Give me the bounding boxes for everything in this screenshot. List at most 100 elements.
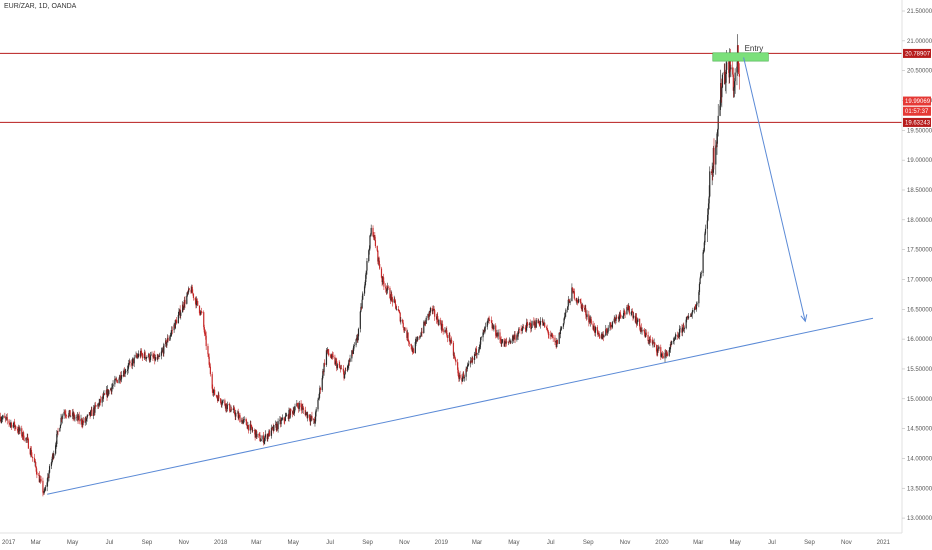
- candle-body: [404, 327, 406, 331]
- candle: [103, 389, 105, 396]
- candle-body: [154, 357, 156, 361]
- candle-body: [317, 399, 319, 410]
- candle-body: [432, 309, 434, 312]
- candle: [713, 138, 715, 170]
- candle-body: [449, 334, 451, 342]
- candle-body: [695, 304, 698, 310]
- candle-body: [136, 354, 138, 357]
- candle-body: [246, 421, 248, 426]
- candle-body: [656, 351, 658, 353]
- candle-body: [398, 310, 400, 312]
- candle-body: [724, 82, 727, 84]
- candle-body: [360, 306, 362, 312]
- candle-body: [10, 422, 13, 428]
- candle-body: [630, 312, 632, 314]
- candle-body: [344, 370, 346, 375]
- entry-zone[interactable]: [712, 52, 769, 62]
- candle: [128, 359, 130, 369]
- candle: [471, 355, 473, 365]
- candle: [399, 311, 401, 323]
- candle-body: [149, 359, 151, 361]
- candle-body: [466, 366, 468, 369]
- candle: [516, 331, 519, 339]
- candle-body: [347, 365, 349, 371]
- candle-body: [94, 404, 97, 406]
- drawing-overlays[interactable]: Entry: [0, 44, 902, 495]
- candle: [351, 349, 354, 357]
- candle: [338, 360, 340, 368]
- candle: [483, 330, 485, 336]
- candle: [26, 437, 28, 443]
- candle: [669, 347, 671, 352]
- projection-arrow[interactable]: [743, 57, 806, 322]
- candle: [641, 327, 643, 335]
- candle: [264, 430, 267, 442]
- trend-line[interactable]: [47, 317, 874, 495]
- candle: [510, 338, 512, 344]
- candle: [554, 335, 556, 346]
- candle-body: [480, 337, 482, 345]
- candle: [691, 312, 693, 318]
- candle: [334, 358, 337, 366]
- candle: [156, 353, 158, 361]
- candle: [315, 407, 317, 417]
- candle: [395, 306, 398, 311]
- candle-body: [44, 486, 46, 491]
- candle-body: [434, 310, 436, 317]
- candle: [406, 327, 408, 341]
- candle-body: [356, 337, 358, 340]
- candle-body: [313, 418, 315, 420]
- candle-body: [686, 317, 688, 320]
- candle-body: [487, 317, 490, 320]
- candle: [293, 407, 295, 416]
- candle-body: [280, 420, 282, 425]
- candle: [279, 416, 282, 428]
- candle-body: [339, 365, 341, 368]
- candle-body: [16, 428, 19, 431]
- candle: [698, 290, 700, 308]
- candle: [76, 411, 78, 422]
- candle: [317, 397, 319, 412]
- candle-body: [179, 309, 181, 316]
- candle: [379, 260, 381, 270]
- candle: [661, 350, 664, 359]
- candle-body: [301, 407, 303, 410]
- time-axis[interactable]: 2017 Mar May Jul Sep Nov 2018 Mar May Jul Sep Nov 20…: [0, 532, 902, 546]
- candle: [298, 402, 300, 413]
- candle: [373, 235, 375, 241]
- candle-body: [94, 404, 96, 413]
- candle: [712, 165, 714, 181]
- candle: [22, 431, 24, 440]
- candle-body: [70, 415, 72, 417]
- candle-body: [220, 402, 222, 405]
- candle: [617, 314, 620, 323]
- candle: [321, 375, 323, 392]
- candle: [521, 326, 523, 334]
- candle-body: [395, 309, 398, 310]
- candle: [94, 401, 97, 409]
- candle: [279, 416, 281, 425]
- candle-body: [507, 341, 510, 343]
- candle: [387, 284, 389, 290]
- candle-body: [628, 305, 630, 311]
- price-badge: 01:57:37: [903, 106, 931, 116]
- candle-body: [235, 412, 237, 417]
- candle: [161, 348, 163, 353]
- candle-body: [80, 418, 82, 422]
- candle-body: [133, 357, 135, 364]
- candle: [190, 286, 192, 294]
- candle-body: [660, 347, 662, 357]
- candle-body: [258, 434, 260, 435]
- candle-body: [703, 242, 705, 251]
- price-axis[interactable]: 13.0000013.5000014.0000014.5000015.00000…: [901, 0, 932, 533]
- candle: [634, 313, 636, 324]
- candle-body: [417, 336, 419, 341]
- candle: [427, 313, 429, 321]
- candle-body: [522, 327, 524, 329]
- candle: [71, 409, 74, 420]
- candle: [356, 334, 358, 341]
- candle-body: [643, 330, 645, 331]
- candle: [524, 324, 526, 333]
- candle: [480, 336, 482, 349]
